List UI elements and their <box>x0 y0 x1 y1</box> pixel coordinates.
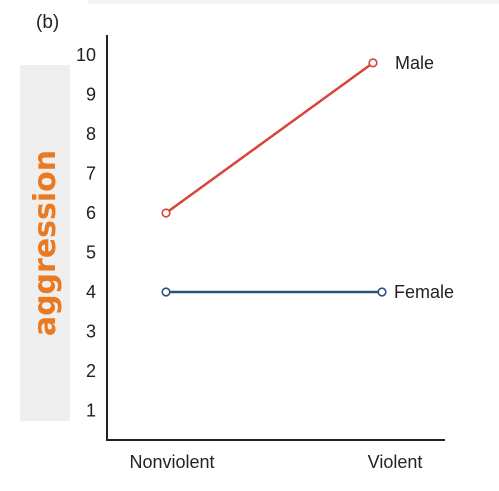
x-tick-label: Nonviolent <box>129 452 214 472</box>
y-tick-label: 3 <box>86 322 96 342</box>
series-line-male <box>165 61 374 215</box>
y-tick-label: 9 <box>86 85 96 105</box>
series-label-female: Female <box>394 282 454 302</box>
y-tick-label: 1 <box>86 401 96 421</box>
y-axis-label-band <box>20 65 70 421</box>
y-tick-label: 2 <box>86 361 96 381</box>
top-band <box>88 0 499 4</box>
y-tick-label: 7 <box>86 164 96 184</box>
y-axis-label: aggression <box>28 150 63 336</box>
series-label-male: Male <box>395 53 434 73</box>
data-point-male <box>161 208 171 218</box>
data-point-male <box>368 58 378 68</box>
y-tick-label: 10 <box>76 45 96 65</box>
y-tick-label: 5 <box>86 243 96 263</box>
panel-label: (b) <box>36 12 59 33</box>
y-tick-label: 8 <box>86 124 96 144</box>
data-point-female <box>377 287 387 297</box>
y-tick-label: 6 <box>86 203 96 223</box>
y-tick-label: 4 <box>86 282 96 302</box>
y-tick-labels: 1 2 3 4 5 6 7 8 9 10 <box>76 45 96 421</box>
series-lines: Male Female <box>161 53 454 302</box>
data-point-female <box>161 287 171 297</box>
x-tick-labels: Nonviolent Violent <box>129 452 422 472</box>
x-tick-label: Violent <box>368 452 423 472</box>
